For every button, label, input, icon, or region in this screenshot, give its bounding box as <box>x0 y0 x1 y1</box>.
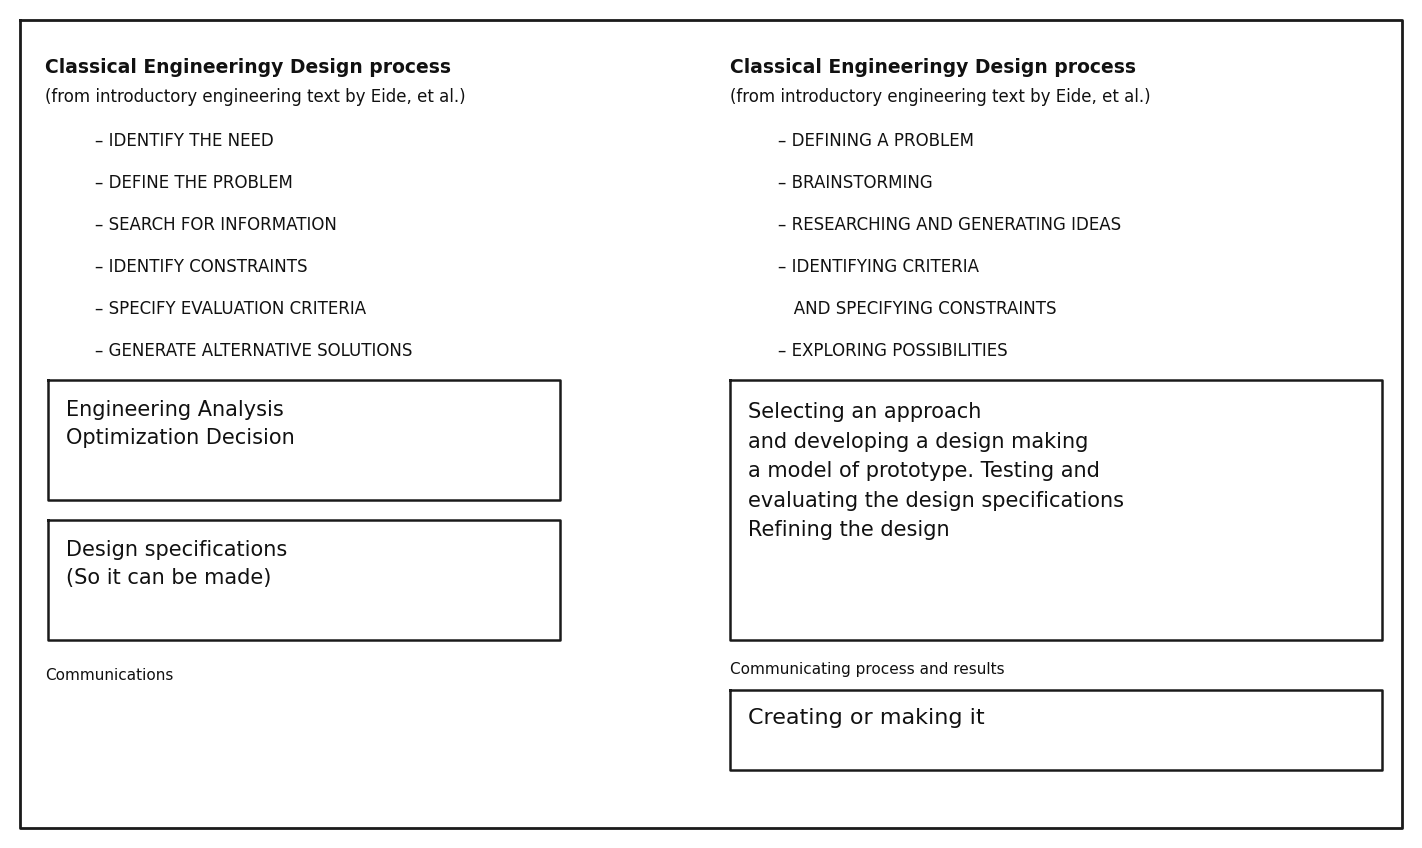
Text: – IDENTIFYING CRITERIA: – IDENTIFYING CRITERIA <box>778 258 978 276</box>
Text: AND SPECIFYING CONSTRAINTS: AND SPECIFYING CONSTRAINTS <box>778 300 1057 318</box>
Text: Creating or making it: Creating or making it <box>748 708 984 728</box>
Text: – DEFINING A PROBLEM: – DEFINING A PROBLEM <box>778 132 974 150</box>
Text: (from introductory engineering text by Eide, et al.): (from introductory engineering text by E… <box>46 88 465 106</box>
Text: – SEARCH FOR INFORMATION: – SEARCH FOR INFORMATION <box>95 216 337 234</box>
Text: Classical Engineeringy Design process: Classical Engineeringy Design process <box>46 58 451 77</box>
Text: – BRAINSTORMING: – BRAINSTORMING <box>778 174 933 192</box>
Text: (from introductory engineering text by Eide, et al.): (from introductory engineering text by E… <box>729 88 1150 106</box>
Text: Classical Engineeringy Design process: Classical Engineeringy Design process <box>729 58 1136 77</box>
Text: Selecting an approach
and developing a design making
a model of prototype. Testi: Selecting an approach and developing a d… <box>748 402 1123 540</box>
Text: – SPECIFY EVALUATION CRITERIA: – SPECIFY EVALUATION CRITERIA <box>95 300 365 318</box>
Text: – GENERATE ALTERNATIVE SOLUTIONS: – GENERATE ALTERNATIVE SOLUTIONS <box>95 342 412 360</box>
Text: Engineering Analysis
Optimization Decision: Engineering Analysis Optimization Decisi… <box>65 400 294 448</box>
Text: Communicating process and results: Communicating process and results <box>729 662 1004 677</box>
Text: – IDENTIFY THE NEED: – IDENTIFY THE NEED <box>95 132 274 150</box>
Text: Design specifications
(So it can be made): Design specifications (So it can be made… <box>65 540 287 588</box>
Text: – IDENTIFY CONSTRAINTS: – IDENTIFY CONSTRAINTS <box>95 258 307 276</box>
Text: – DEFINE THE PROBLEM: – DEFINE THE PROBLEM <box>95 174 293 192</box>
Text: – EXPLORING POSSIBILITIES: – EXPLORING POSSIBILITIES <box>778 342 1008 360</box>
Text: Communications: Communications <box>46 668 173 683</box>
Text: – RESEARCHING AND GENERATING IDEAS: – RESEARCHING AND GENERATING IDEAS <box>778 216 1121 234</box>
